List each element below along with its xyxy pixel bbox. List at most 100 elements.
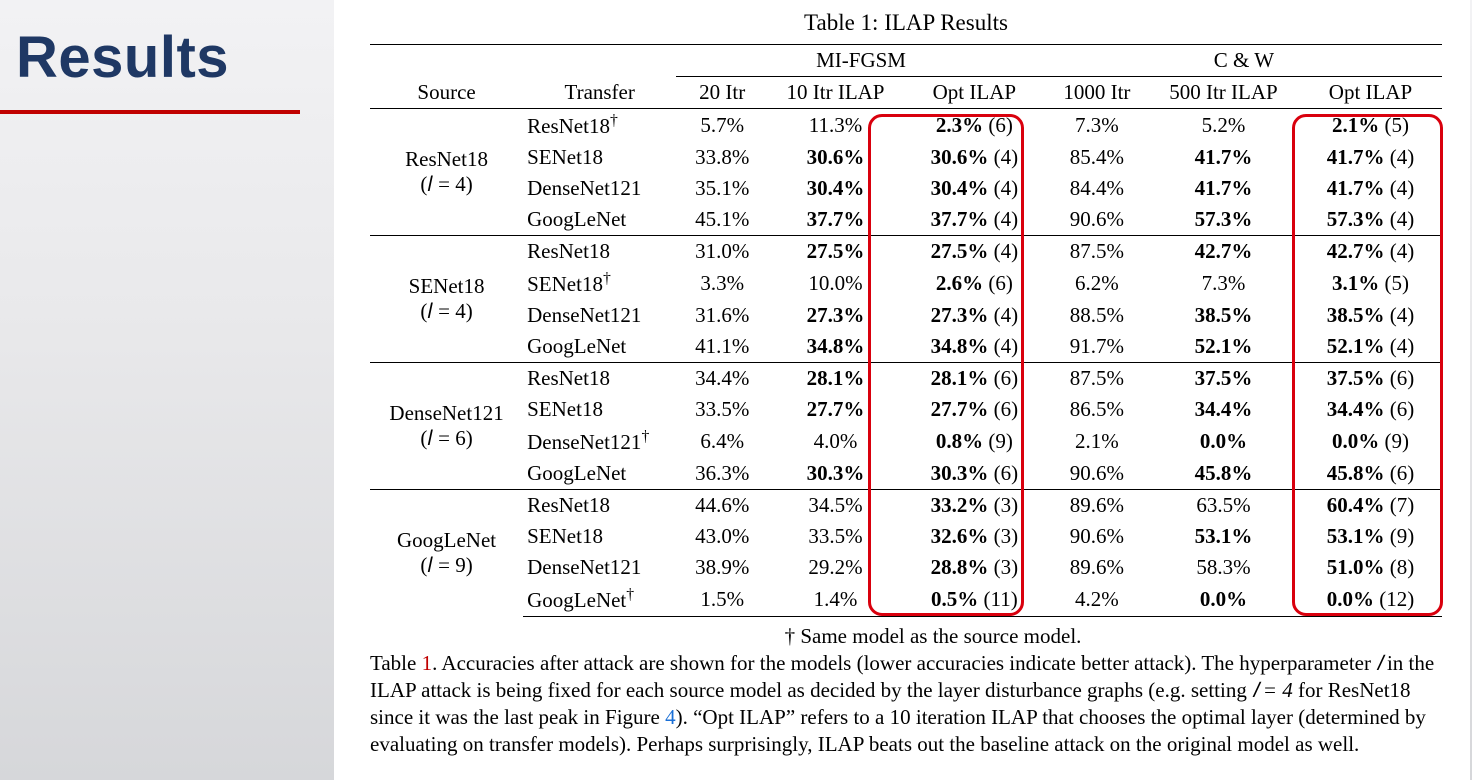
transfer-cell: GoogLeNet	[523, 331, 676, 363]
data-cell: 34.8%	[768, 331, 903, 363]
data-cell: 7.3%	[1046, 109, 1148, 143]
data-cell: 0.0%	[1148, 583, 1299, 617]
caption-set: 𝑙 = 4	[1252, 678, 1293, 702]
data-cell: 29.2%	[768, 552, 903, 583]
transfer-cell: GoogLeNet†	[523, 583, 676, 617]
data-cell: 0.5% (11)	[903, 583, 1046, 617]
data-cell: 86.5%	[1046, 394, 1148, 425]
transfer-cell: DenseNet121†	[523, 425, 676, 458]
data-cell: 53.1%	[1148, 521, 1299, 552]
data-cell: 31.6%	[676, 300, 768, 331]
data-cell: 37.7%	[768, 204, 903, 236]
data-cell: 87.5%	[1046, 363, 1148, 395]
slide: Results Table 1: ILAP Results MI-FGSMC &…	[0, 0, 1472, 780]
col-opt-ilap-cw: Opt ILAP	[1299, 77, 1442, 109]
data-cell: 2.6% (6)	[903, 267, 1046, 300]
data-cell: 89.6%	[1046, 490, 1148, 522]
table-caption: Table 1: ILAP Results	[370, 10, 1442, 36]
data-cell: 30.3%	[768, 458, 903, 490]
data-cell: 41.7% (4)	[1299, 173, 1442, 204]
data-cell: 63.5%	[1148, 490, 1299, 522]
transfer-cell: SENet18†	[523, 267, 676, 300]
figure-panel: Table 1: ILAP Results MI-FGSMC & WSource…	[334, 0, 1470, 780]
transfer-cell: ResNet18	[523, 236, 676, 268]
data-cell: 27.5% (4)	[903, 236, 1046, 268]
data-cell: 85.4%	[1046, 142, 1148, 173]
data-cell: 30.3% (6)	[903, 458, 1046, 490]
data-cell: 41.7%	[1148, 173, 1299, 204]
data-cell: 84.4%	[1046, 173, 1148, 204]
data-cell: 87.5%	[1046, 236, 1148, 268]
data-cell: 27.7% (6)	[903, 394, 1046, 425]
data-cell: 37.5%	[1148, 363, 1299, 395]
data-cell: 2.1%	[1046, 425, 1148, 458]
transfer-cell: GoogLeNet	[523, 204, 676, 236]
data-cell: 7.3%	[1148, 267, 1299, 300]
transfer-cell: SENet18	[523, 521, 676, 552]
transfer-cell: ResNet18†	[523, 109, 676, 143]
col-20itr: 20 Itr	[676, 77, 768, 109]
data-cell: 31.0%	[676, 236, 768, 268]
data-cell: 2.3% (6)	[903, 109, 1046, 143]
ilap-table: MI-FGSMC & WSourceTransfer20 Itr10 Itr I…	[370, 44, 1442, 617]
data-cell: 34.4%	[676, 363, 768, 395]
data-cell: 41.1%	[676, 331, 768, 363]
caption-ref-table: 1	[422, 651, 433, 675]
data-cell: 27.5%	[768, 236, 903, 268]
data-cell: 38.5%	[1148, 300, 1299, 331]
data-cell: 33.2% (3)	[903, 490, 1046, 522]
transfer-cell: SENet18	[523, 142, 676, 173]
col-1000itr: 1000 Itr	[1046, 77, 1148, 109]
data-cell: 30.4% (4)	[903, 173, 1046, 204]
data-cell: 57.3% (4)	[1299, 204, 1442, 236]
source-cell: GoogLeNet(𝑙 = 9)	[370, 490, 523, 617]
footnote-dagger: † Same model as the source model.	[370, 623, 1442, 650]
data-cell: 27.3% (4)	[903, 300, 1046, 331]
data-cell: 37.5% (6)	[1299, 363, 1442, 395]
data-cell: 27.7%	[768, 394, 903, 425]
data-cell: 11.3%	[768, 109, 903, 143]
data-cell: 42.7%	[1148, 236, 1299, 268]
data-cell: 30.6% (4)	[903, 142, 1046, 173]
data-cell: 4.0%	[768, 425, 903, 458]
data-cell: 28.8% (3)	[903, 552, 1046, 583]
data-cell: 43.0%	[676, 521, 768, 552]
data-cell: 0.0%	[1148, 425, 1299, 458]
data-cell: 38.5% (4)	[1299, 300, 1442, 331]
col-transfer: Transfer	[523, 77, 676, 109]
data-cell: 41.7% (4)	[1299, 142, 1442, 173]
data-cell: 58.3%	[1148, 552, 1299, 583]
data-cell: 36.3%	[676, 458, 768, 490]
data-cell: 3.3%	[676, 267, 768, 300]
data-cell: 10.0%	[768, 267, 903, 300]
transfer-cell: DenseNet121	[523, 173, 676, 204]
col-10itr-ilap: 10 Itr ILAP	[768, 77, 903, 109]
data-cell: 45.8%	[1148, 458, 1299, 490]
data-cell: 30.4%	[768, 173, 903, 204]
data-cell: 3.1% (5)	[1299, 267, 1442, 300]
heading-underline	[0, 110, 300, 114]
data-cell: 90.6%	[1046, 204, 1148, 236]
table-footnote: † Same model as the source model. Table …	[370, 623, 1442, 757]
data-cell: 91.7%	[1046, 331, 1148, 363]
data-cell: 60.4% (7)	[1299, 490, 1442, 522]
data-cell: 0.8% (9)	[903, 425, 1046, 458]
data-cell: 2.1% (5)	[1299, 109, 1442, 143]
data-cell: 30.6%	[768, 142, 903, 173]
data-cell: 0.0% (9)	[1299, 425, 1442, 458]
data-cell: 90.6%	[1046, 521, 1148, 552]
super-header-cw: C & W	[1046, 45, 1442, 77]
data-cell: 0.0% (12)	[1299, 583, 1442, 617]
data-cell: 53.1% (9)	[1299, 521, 1442, 552]
data-cell: 28.1%	[768, 363, 903, 395]
source-cell: SENet18(𝑙 = 4)	[370, 236, 523, 363]
caption-body-1: . Accuracies after attack are shown for …	[432, 651, 1376, 675]
data-cell: 34.8% (4)	[903, 331, 1046, 363]
data-cell: 33.5%	[768, 521, 903, 552]
transfer-cell: DenseNet121	[523, 552, 676, 583]
data-cell: 88.5%	[1046, 300, 1148, 331]
data-cell: 6.2%	[1046, 267, 1148, 300]
data-cell: 52.1%	[1148, 331, 1299, 363]
data-cell: 1.4%	[768, 583, 903, 617]
data-cell: 34.4%	[1148, 394, 1299, 425]
